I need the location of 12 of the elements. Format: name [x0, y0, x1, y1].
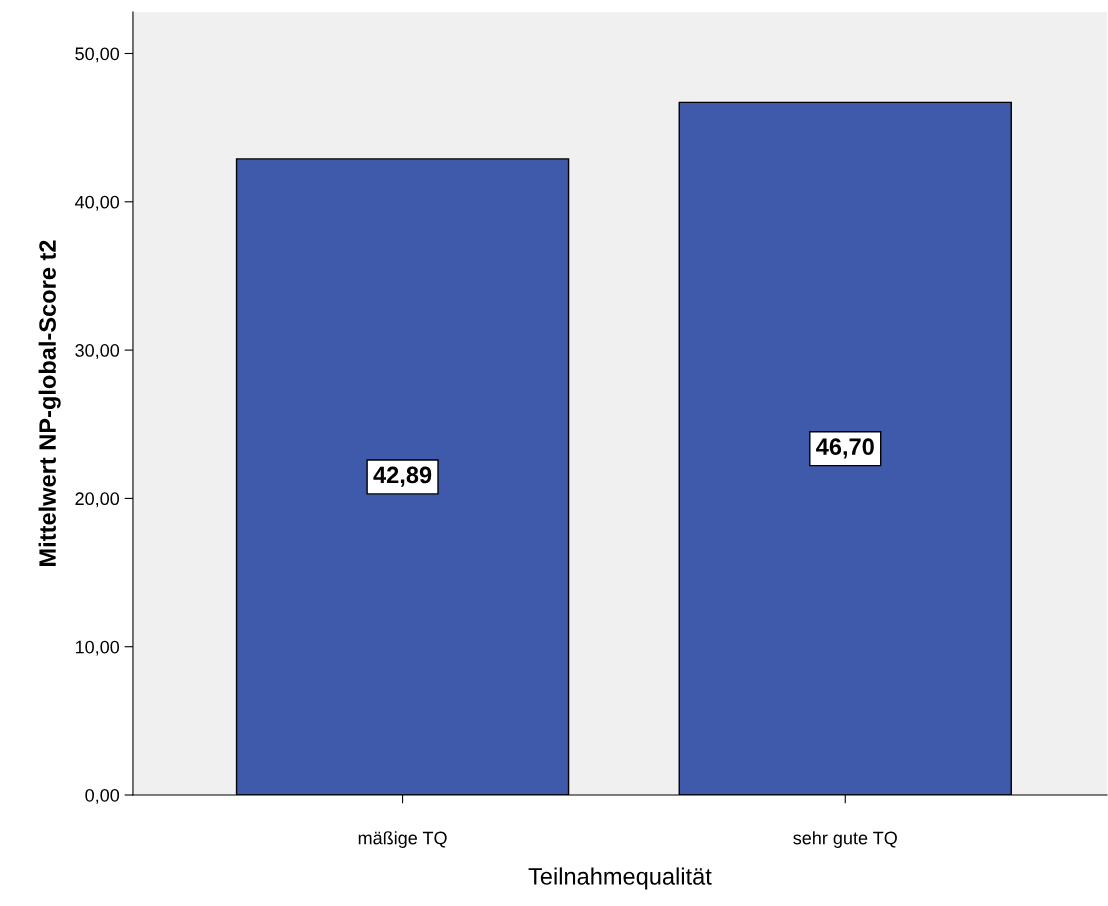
x-tick-label: sehr gute TQ	[793, 831, 897, 848]
y-tick-label: 0,00	[85, 788, 120, 804]
y-tick-label: 20,00	[75, 492, 120, 508]
x-axis-title: Teilnahmequalität	[528, 867, 712, 890]
data-label: 42,89	[373, 466, 432, 487]
y-tick-label: 30,00	[75, 344, 120, 359]
x-tick-label: mäßige TQ	[358, 831, 447, 848]
y-tick-label: 50,00	[75, 47, 120, 63]
y-axis-title: Mittelwert NP-global-Score t2	[38, 240, 61, 566]
y-tick-label: 10,00	[75, 640, 120, 656]
data-label: 46,70	[816, 438, 874, 459]
y-tick-label: 40,00	[75, 195, 120, 211]
